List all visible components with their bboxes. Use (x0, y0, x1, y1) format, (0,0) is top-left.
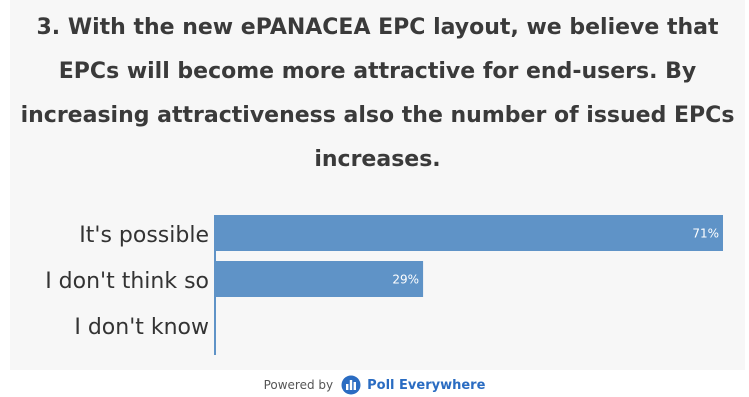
bar (216, 215, 723, 251)
chart-panel (10, 0, 745, 370)
chart-title: 3. With the new ePANACEA EPC layout, we … (10, 6, 745, 182)
title-line: increases. (314, 147, 441, 172)
bar-value-label: 29% (392, 273, 419, 287)
title-line: 3. With the new ePANACEA EPC layout, we … (36, 15, 719, 40)
title-line: increasing attractiveness also the numbe… (20, 103, 735, 128)
powered-by-text: Powered by (263, 378, 334, 392)
footer: Powered by Poll Everywhere (0, 374, 749, 396)
bar-chart: It's possible 71% I don't think so 29% I don… (45, 215, 723, 355)
bar-value-label: 71% (692, 227, 719, 241)
category-label: I don't think so (45, 269, 209, 294)
poll-everywhere-logo-icon (341, 375, 361, 395)
title-line: EPCs will become more attractive for end… (58, 59, 697, 84)
category-label: It's possible (79, 223, 209, 248)
poll-everywhere-brand[interactable]: Poll Everywhere (367, 377, 486, 393)
category-label: I don't know (74, 315, 209, 340)
bar (216, 261, 424, 297)
